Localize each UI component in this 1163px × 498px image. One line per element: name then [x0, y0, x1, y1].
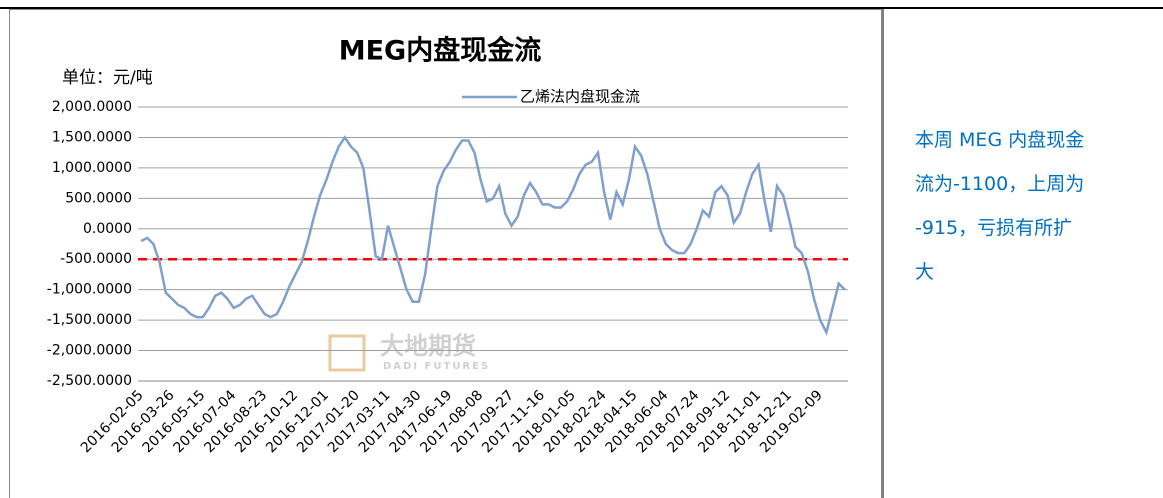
note-line: 流为-1100，上周为	[915, 173, 1085, 195]
y-tick-label: -2,000.0000	[47, 343, 132, 359]
watermark-logo	[328, 334, 366, 372]
legend-label: 乙烯法内盘现金流	[520, 88, 640, 106]
y-tick-label: 1,500.0000	[52, 129, 132, 145]
unit-label: 单位：元/吨	[62, 68, 153, 88]
y-tick-label: 500.0000	[65, 190, 132, 206]
watermark: DADI FUTURES	[383, 361, 490, 372]
y-tick-label: 2,000.0000	[52, 99, 132, 115]
y-tick-label: -1,000.0000	[47, 282, 132, 298]
y-tick-label: -1,500.0000	[47, 312, 132, 328]
note-line: -915，亏损有所扩	[915, 217, 1073, 239]
series-line	[140, 135, 846, 336]
watermark: 大地期货	[380, 332, 476, 360]
y-tick-label: -500.0000	[60, 251, 132, 267]
y-tick-label: 1,000.0000	[52, 160, 132, 176]
chart-title: MEG内盘现金流	[339, 35, 541, 67]
y-tick-label: -2,500.0000	[47, 373, 132, 389]
y-tick-label: 0.0000	[83, 221, 132, 237]
note: 本周 MEG 内盘现金 流为-1100，上周为 -915，亏损有所扩大	[915, 118, 1084, 294]
note-line: 本周 MEG 内盘现金	[915, 129, 1085, 151]
note-line: 大	[915, 261, 935, 283]
chart-frame	[9, 9, 882, 498]
